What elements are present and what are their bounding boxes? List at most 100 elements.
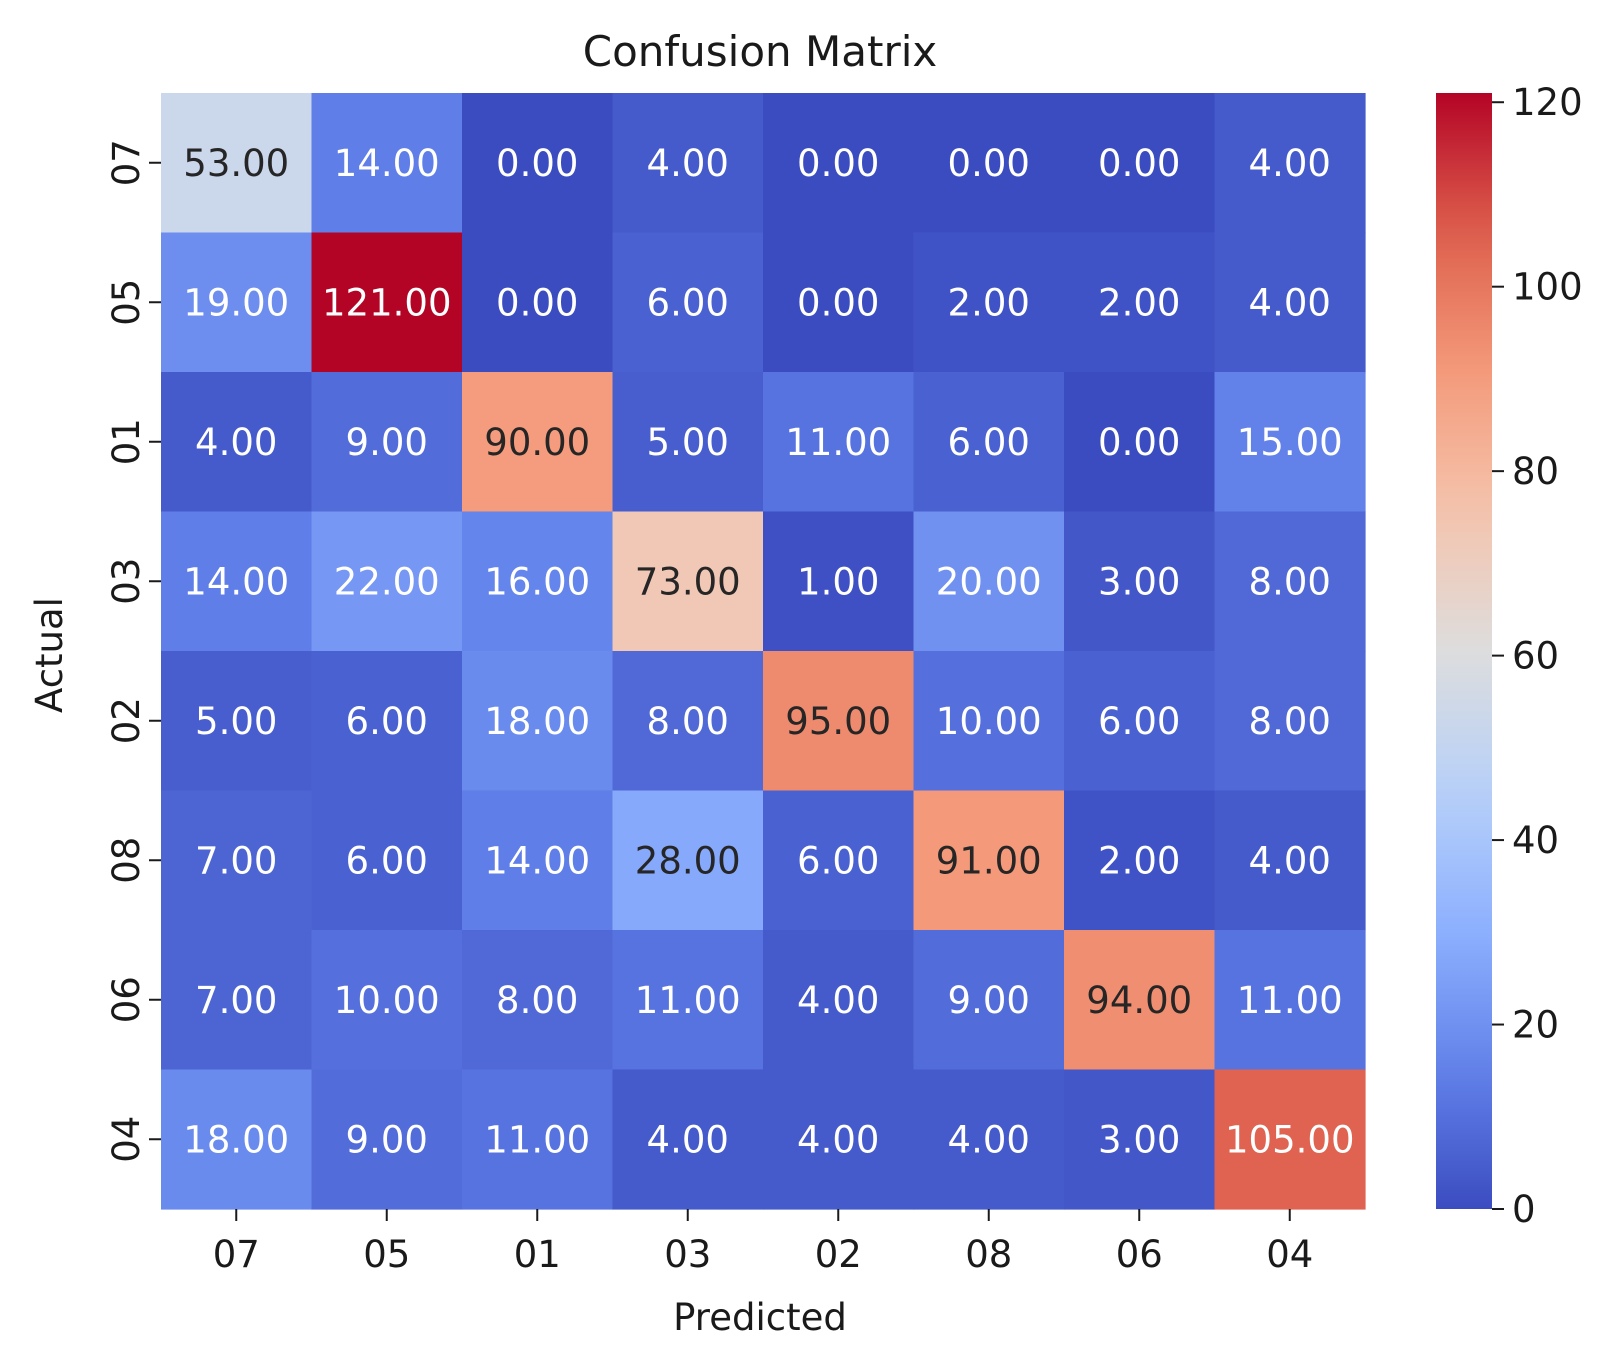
cell-value-label: 8.00: [1249, 700, 1331, 743]
heatmap-cell: [462, 651, 614, 792]
cell-value-label: 4.00: [1249, 281, 1331, 324]
heatmap-cell: [311, 790, 463, 931]
heatmap-cell: [1064, 651, 1216, 792]
cell-value-label: 4.00: [948, 1118, 1030, 1161]
heatmap-cell: [1214, 1069, 1366, 1210]
heatmap-cell: [612, 930, 764, 1071]
heatmap-cell: [913, 930, 1065, 1071]
heatmap-cell: [1064, 790, 1216, 931]
heatmap-cell: [1214, 511, 1366, 652]
heatmap-cell: [763, 232, 915, 373]
cell-value-label: 53.00: [183, 142, 289, 185]
cell-value-label: 18.00: [484, 700, 590, 743]
heatmap-cell: [161, 232, 313, 373]
cell-value-label: 6.00: [948, 421, 1030, 464]
cell-value-label: 6.00: [346, 839, 428, 882]
heatmap-cell: [1064, 1069, 1216, 1210]
heatmap-cell: [462, 93, 614, 234]
x-tick-label: 04: [1266, 1233, 1313, 1276]
y-tick-label: 02: [105, 697, 148, 744]
cell-value-label: 11.00: [1237, 979, 1343, 1022]
cell-value-label: 11.00: [484, 1118, 590, 1161]
colorbar-ticks: 0 20 40 60 80 100 120: [1492, 81, 1583, 1231]
heatmap-cell: [311, 651, 463, 792]
heatmap-cell: [763, 372, 915, 513]
y-axis: 07 05 01 03 02 08 06 04: [105, 139, 161, 1163]
cell-value-label: 0.00: [1098, 142, 1180, 185]
y-tick-label: 06: [105, 976, 148, 1023]
cell-value-label: 5.00: [195, 700, 277, 743]
heatmap-cell: [612, 1069, 764, 1210]
heatmap-cell: [913, 232, 1065, 373]
heatmap-cell: [913, 790, 1065, 931]
heatmap-cell: [161, 651, 313, 792]
heatmap-cell: [161, 790, 313, 931]
colorbar-tick-label: 0: [1512, 1188, 1536, 1231]
heatmap-cell: [462, 1069, 614, 1210]
cell-value-label: 14.00: [334, 142, 440, 185]
cell-value-label: 8.00: [496, 979, 578, 1022]
heatmap-cell: [161, 93, 313, 234]
heatmap-cell: [311, 93, 463, 234]
cell-value-label: 2.00: [1098, 839, 1180, 882]
colorbar-tick-label: 80: [1512, 450, 1559, 493]
heatmap-cell: [311, 1069, 463, 1210]
heatmap-cell: [763, 930, 915, 1071]
cell-value-label: 0.00: [496, 281, 578, 324]
cell-value-label: 91.00: [936, 839, 1042, 882]
heatmap-cell: [913, 511, 1065, 652]
cell-value-label: 4.00: [647, 142, 729, 185]
heatmap-cell: [763, 1069, 915, 1210]
colorbar-tick-label: 20: [1512, 1004, 1559, 1047]
heatmap-cell: [161, 511, 313, 652]
cell-value-label: 11.00: [635, 979, 741, 1022]
x-tick-label: 01: [514, 1233, 561, 1276]
heatmap-cell: [612, 232, 764, 373]
y-tick-label: 05: [105, 279, 148, 326]
cell-value-label: 6.00: [346, 700, 428, 743]
cell-value-label: 9.00: [948, 979, 1030, 1022]
heatmap-cell: [1214, 930, 1366, 1071]
heatmap-cell: [1064, 511, 1216, 652]
cell-value-label: 4.00: [195, 421, 277, 464]
heatmap-cell: [161, 1069, 313, 1210]
cell-value-label: 0.00: [797, 142, 879, 185]
cell-value-label: 3.00: [1098, 1118, 1180, 1161]
cell-value-label: 11.00: [785, 421, 891, 464]
heatmap-cell: [311, 511, 463, 652]
heatmap-cell: [913, 93, 1065, 234]
cell-value-label: 9.00: [346, 421, 428, 464]
cell-value-label: 121.00: [322, 281, 451, 324]
colorbar: [1436, 93, 1492, 1209]
cell-value-label: 15.00: [1237, 421, 1343, 464]
heatmap-cell: [763, 790, 915, 931]
y-tick-label: 08: [105, 837, 148, 884]
cell-value-label: 4.00: [647, 1118, 729, 1161]
heatmap-cell: [462, 232, 614, 373]
cell-value-label: 2.00: [1098, 281, 1180, 324]
cell-value-label: 7.00: [195, 839, 277, 882]
heatmap-cell: [1214, 232, 1366, 373]
heatmap-cell: [161, 930, 313, 1071]
x-tick-label: 07: [213, 1233, 260, 1276]
x-tick-label: 03: [664, 1233, 711, 1276]
y-tick-label: 01: [105, 418, 148, 465]
cell-value-label: 4.00: [797, 1118, 879, 1161]
cell-value-label: 9.00: [346, 1118, 428, 1161]
cell-value-label: 1.00: [797, 560, 879, 603]
cell-value-label: 22.00: [334, 560, 440, 603]
heatmap-cell: [462, 372, 614, 513]
cell-value-label: 4.00: [797, 979, 879, 1022]
x-axis: 07 05 01 03 02 08 06 04: [213, 1209, 1313, 1276]
cell-value-label: 8.00: [1249, 560, 1331, 603]
cell-value-labels: 53.00 14.00 0.00 4.00 0.00 0.00 0.00 4.00 19.00 1…: [183, 142, 1354, 1162]
heatmap-cell: [1064, 930, 1216, 1071]
cell-value-label: 5.00: [647, 421, 729, 464]
heatmap-cell: [1214, 93, 1366, 234]
x-tick-label: 06: [1116, 1233, 1163, 1276]
cell-value-label: 8.00: [647, 700, 729, 743]
x-axis-label: Predicted: [673, 1296, 847, 1339]
colorbar-tick-label: 40: [1512, 819, 1559, 862]
heatmap-cell: [763, 651, 915, 792]
heatmap-cell: [612, 93, 764, 234]
